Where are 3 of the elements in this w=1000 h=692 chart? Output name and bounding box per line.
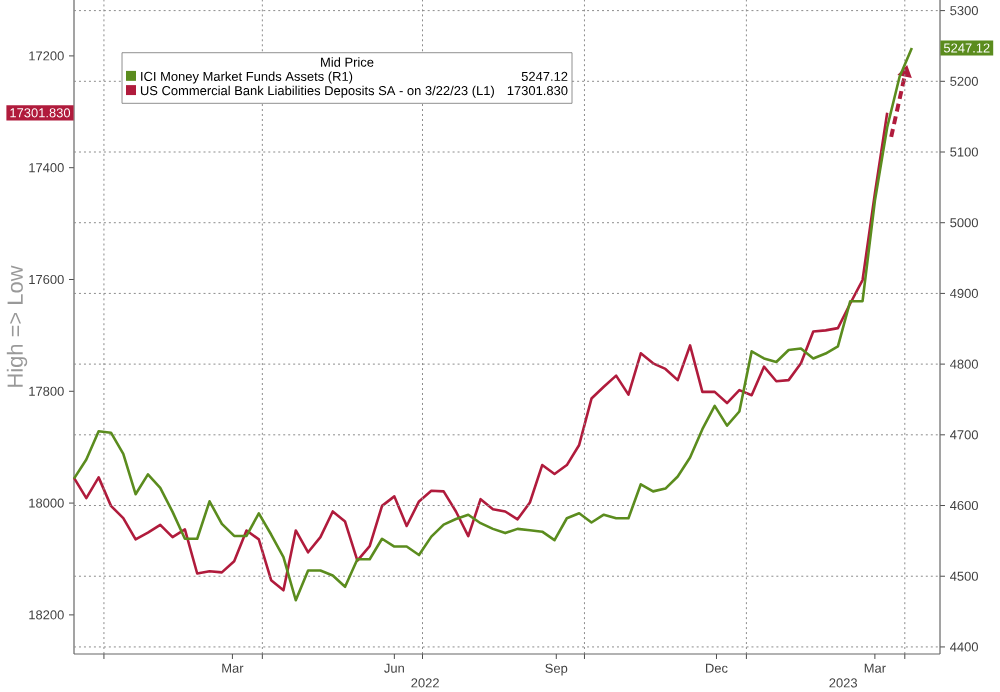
y-axis-title: High => Low: [6, 265, 28, 387]
line-series: [72, 46, 914, 602]
line-series: [72, 111, 889, 592]
